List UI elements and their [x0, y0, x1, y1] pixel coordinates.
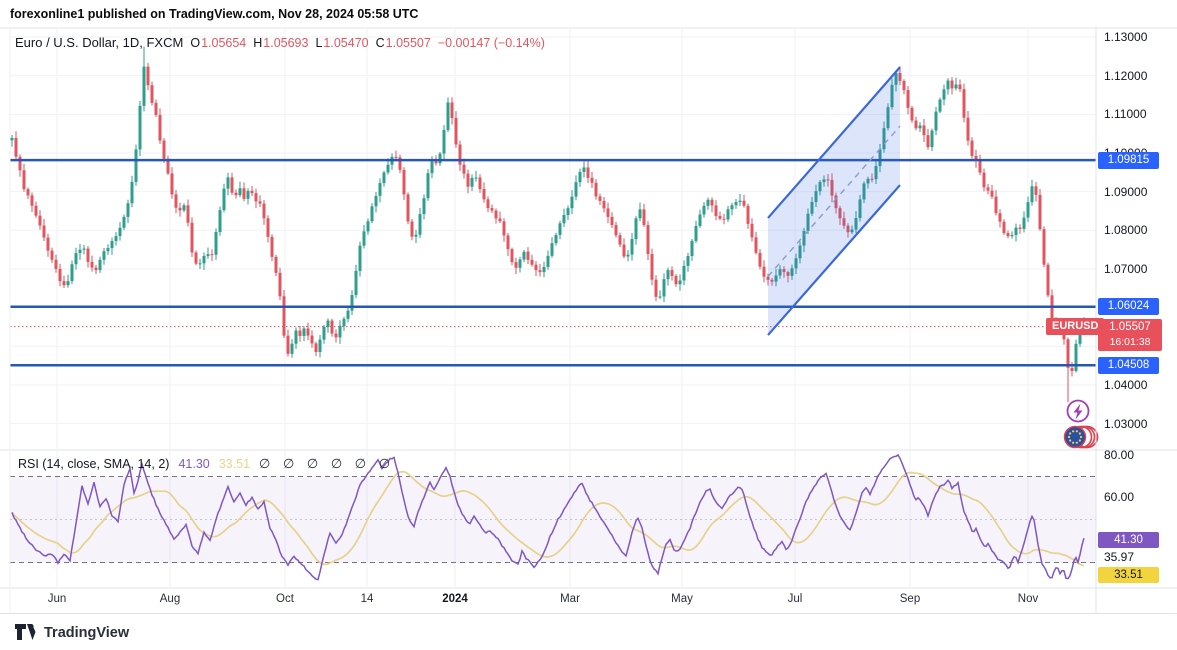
symbol-title: Euro / U.S. Dollar, 1D, FXCM [15, 35, 184, 50]
publish-header: forexonline1 published on TradingView.co… [10, 7, 419, 21]
ascending-channel[interactable] [767, 66, 901, 336]
rsi-value: 41.30 [178, 457, 210, 471]
low-label: L [315, 36, 323, 50]
open-value: 1.05654 [201, 36, 247, 50]
low-value: 1.05470 [323, 36, 369, 50]
rsi-legend: RSI (14, close, SMA, 14, 2) 41.30 33.51 … [18, 456, 390, 472]
high-label: H [253, 36, 263, 50]
rsi-plot [10, 453, 1096, 581]
open-label: O [190, 36, 201, 50]
high-value: 1.05693 [263, 36, 309, 50]
close-label: C [375, 36, 385, 50]
eu-coin-icon[interactable] [1063, 425, 1099, 449]
tradingview-footer[interactable]: TradingView [14, 623, 129, 642]
close-value: 1.05507 [385, 36, 431, 50]
rsi-ma-line [11, 470, 1085, 567]
rsi-ma-value: 33.51 [218, 457, 251, 471]
tradingview-logo-text: TradingView [44, 624, 130, 641]
tradingview-logo-icon [15, 624, 36, 640]
flash-icon[interactable] [1066, 399, 1090, 423]
rsi-line [11, 453, 1085, 581]
rsi-hidden-plots: ∅ ∅ ∅ ∅ ∅ ∅ [259, 456, 391, 471]
change-value: −0.00147 (−0.14%) [437, 36, 545, 50]
rsi-title: RSI (14, close, SMA, 14, 2) [18, 457, 170, 471]
candlestick-series [10, 46, 1086, 403]
